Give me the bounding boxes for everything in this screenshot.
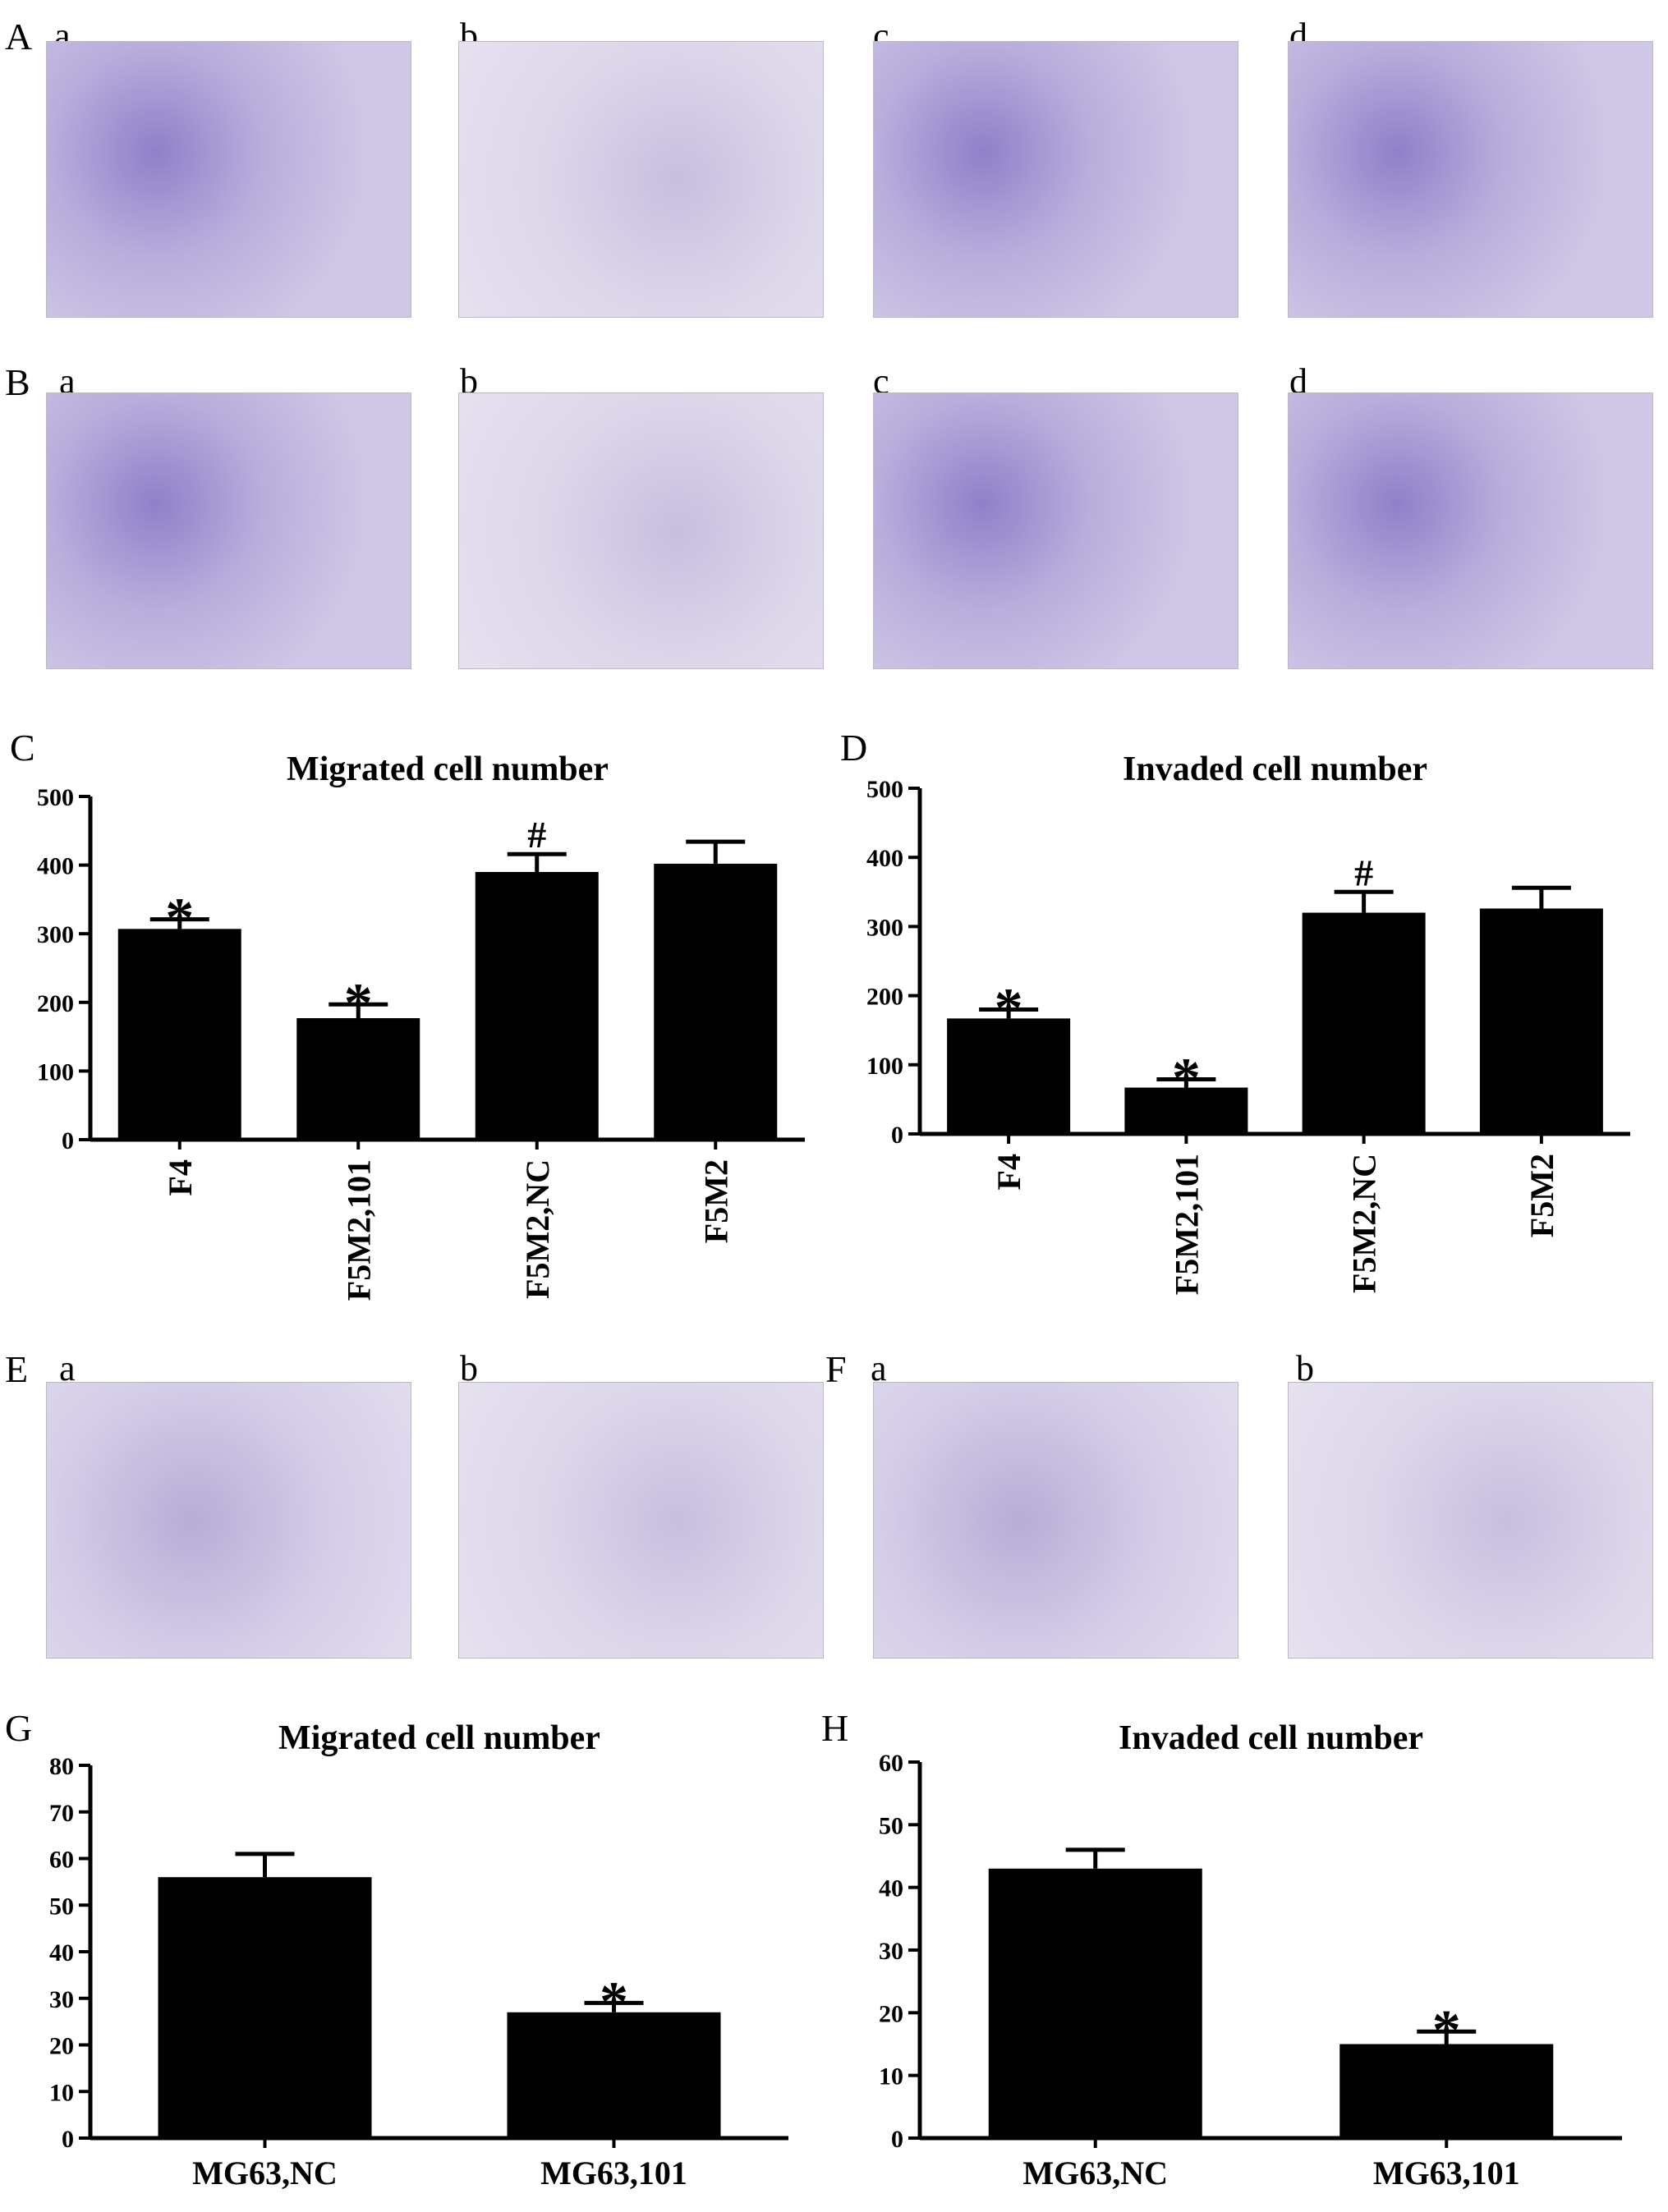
y-tick-label: 300	[37, 921, 74, 948]
micrograph-a-d	[1288, 41, 1653, 318]
x-tick-label: F5M2	[697, 1159, 734, 1243]
y-tick-label: 30	[49, 1986, 74, 2013]
bar	[507, 2012, 721, 2138]
y-tick-label: 10	[879, 2063, 903, 2090]
y-tick-label: 0	[62, 2126, 74, 2153]
sublabel-e-b: b	[460, 1348, 478, 1388]
y-tick-label: 80	[49, 1753, 74, 1780]
chart-title: Migrated cell number	[287, 750, 609, 788]
sublabel-b-c: c	[873, 361, 889, 402]
micrograph-f-b	[1288, 1382, 1653, 1659]
significance-mark: #	[527, 814, 546, 856]
y-tick-label: 50	[49, 1893, 74, 1920]
bar	[117, 929, 241, 1140]
y-tick-label: 400	[37, 853, 74, 880]
chart-invaded-mg63: Invaded cell number 0 10 20 30 40 50 60 MG63,NC *…	[879, 1719, 1622, 2191]
y-tick-label: 10	[49, 2079, 74, 2106]
bar	[1479, 908, 1603, 1134]
sublabel-b-d: d	[1289, 361, 1307, 402]
micrograph-a-a	[46, 41, 411, 318]
sublabel-f-b: b	[1296, 1348, 1314, 1388]
x-tick-label: F5M2,NC	[1346, 1154, 1383, 1293]
chart-title: Invaded cell number	[1119, 1719, 1423, 1757]
y-tick-label: 400	[866, 845, 903, 872]
micrograph-b-d	[1288, 392, 1653, 669]
chart-title: Invaded cell number	[1123, 750, 1427, 788]
chart-invaded-f: Invaded cell number 0 100 200 300 400 500 * F4 * F…	[866, 750, 1630, 1295]
sublabel-b-a: a	[59, 361, 76, 402]
x-tick-label: MG63,NC	[192, 2155, 338, 2191]
panel-label-c: C	[10, 727, 35, 769]
y-tick-label: 200	[37, 990, 74, 1017]
y-tick-label: 100	[866, 1053, 903, 1080]
micrograph-e-b	[458, 1382, 824, 1659]
significance-mark: *	[1172, 1047, 1201, 1110]
sublabel-f-a: a	[871, 1348, 887, 1388]
y-tick-label: 100	[37, 1058, 74, 1085]
micrograph-b-c	[873, 392, 1238, 669]
y-tick-label: 200	[866, 984, 903, 1011]
x-tick-label: F5M2,NC	[519, 1159, 556, 1299]
panel-label-e: E	[5, 1348, 29, 1390]
y-tick-label: 300	[866, 914, 903, 941]
y-tick-label: 20	[879, 2000, 903, 2027]
bar	[1124, 1087, 1248, 1134]
y-tick-label: 60	[879, 1750, 903, 1777]
significance-mark: *	[165, 888, 194, 951]
x-tick-label: F5M2,101	[1168, 1154, 1205, 1295]
panel-label-a: A	[5, 16, 33, 57]
significance-mark: *	[1432, 1999, 1461, 2063]
panel-label-b: B	[5, 361, 30, 403]
x-tick-label: MG63,101	[540, 2155, 687, 2191]
bar	[475, 871, 599, 1140]
significance-mark: *	[344, 972, 373, 1035]
bar	[1339, 2044, 1554, 2138]
significance-mark: *	[600, 1971, 628, 2034]
y-tick-label: 0	[891, 1122, 903, 1149]
y-tick-label: 20	[49, 2033, 74, 2060]
chart-title: Migrated cell number	[278, 1719, 600, 1757]
panel-label-d: D	[840, 727, 868, 769]
bar	[988, 1868, 1202, 2138]
significance-mark: #	[1354, 851, 1373, 893]
micrograph-f-a	[873, 1382, 1238, 1659]
sublabel-e-a: a	[59, 1348, 76, 1388]
sublabel-b-b: b	[460, 361, 478, 402]
y-tick-label: 30	[879, 1938, 903, 1965]
y-tick-label: 40	[879, 1875, 903, 1902]
micrograph-e-a	[46, 1382, 411, 1659]
micrograph-a-b	[458, 41, 824, 318]
x-tick-label: F5M2	[1523, 1154, 1560, 1237]
y-tick-label: 0	[891, 2126, 903, 2153]
bar	[654, 863, 778, 1140]
x-tick-label: F5M2,101	[340, 1159, 377, 1301]
chart-migrated-f: Migrated cell number 0 100 200 300 400 500 * F4 *…	[37, 750, 805, 1301]
bar	[947, 1018, 1071, 1134]
bar	[296, 1018, 420, 1140]
y-tick-label: 500	[37, 784, 74, 811]
y-tick-label: 500	[866, 776, 903, 803]
panel-label-h: H	[821, 1707, 849, 1749]
bar	[158, 1877, 372, 2138]
panel-label-f: F	[825, 1348, 847, 1390]
bar	[1302, 912, 1426, 1134]
micrograph-b-a	[46, 392, 411, 669]
micrograph-a-c	[873, 41, 1238, 318]
y-tick-label: 40	[49, 1939, 74, 1966]
x-tick-label: MG63,NC	[1022, 2155, 1168, 2191]
significance-mark: *	[995, 977, 1023, 1040]
y-tick-label: 70	[49, 1800, 74, 1827]
y-tick-label: 60	[49, 1847, 74, 1874]
x-tick-label: F4	[990, 1154, 1027, 1190]
chart-migrated-mg63: Migrated cell number 0 10 20 30 40 50 60 70 80 MG6…	[49, 1719, 788, 2191]
panel-label-g: G	[5, 1707, 33, 1749]
y-tick-label: 50	[879, 1812, 903, 1839]
x-tick-label: F4	[162, 1159, 199, 1195]
x-tick-label: MG63,101	[1373, 2155, 1520, 2191]
y-tick-label: 0	[62, 1127, 74, 1154]
micrograph-b-b	[458, 392, 824, 669]
